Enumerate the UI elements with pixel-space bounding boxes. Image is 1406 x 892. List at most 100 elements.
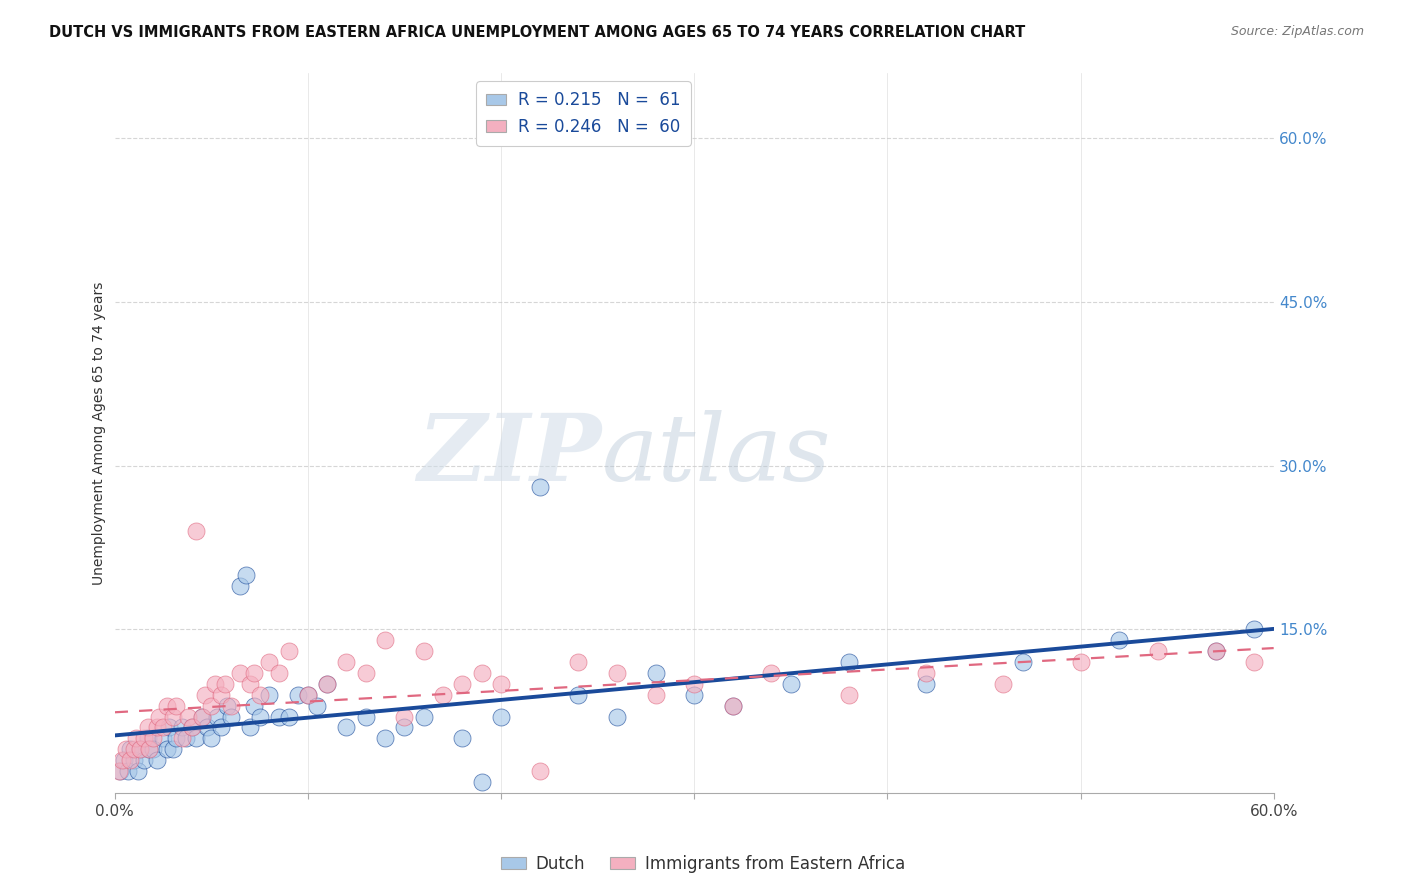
Text: ZIP: ZIP [418,409,602,500]
Point [177,709,200,723]
Point [761,665,783,680]
Point [1243,655,1265,669]
Point [249,709,271,723]
Point [529,764,551,778]
Point [239,721,262,735]
Point [200,698,222,713]
Point [166,698,188,713]
Text: atlas: atlas [602,409,831,500]
Point [209,721,232,735]
Point [606,665,628,680]
Point [277,709,299,723]
Point [219,709,242,723]
Point [112,753,135,767]
Point [117,764,139,778]
Point [136,731,159,746]
Y-axis label: Unemployment Among Ages 65 to 74 years: Unemployment Among Ages 65 to 74 years [93,281,107,584]
Point [1205,644,1227,658]
Point [316,677,339,691]
Point [374,731,396,746]
Point [128,742,150,756]
Point [471,775,494,789]
Point [1069,655,1091,669]
Point [471,665,494,680]
Point [721,698,744,713]
Point [172,731,194,746]
Point [644,688,666,702]
Point [1146,644,1168,658]
Point [267,665,290,680]
Point [142,742,165,756]
Point [184,731,207,746]
Point [172,721,194,735]
Point [412,709,434,723]
Point [132,731,155,746]
Point [242,665,264,680]
Point [683,677,706,691]
Point [120,753,142,767]
Point [152,731,174,746]
Point [156,698,179,713]
Point [394,721,416,735]
Text: Source: ZipAtlas.com: Source: ZipAtlas.com [1230,25,1364,38]
Point [162,709,184,723]
Point [644,665,666,680]
Point [335,655,357,669]
Point [451,731,474,746]
Point [489,709,512,723]
Point [194,688,217,702]
Point [567,655,589,669]
Point [166,731,188,746]
Point [394,709,416,723]
Point [184,524,207,538]
Point [915,665,938,680]
Point [148,709,170,723]
Point [239,677,262,691]
Point [451,677,474,691]
Point [200,731,222,746]
Point [215,698,238,713]
Point [157,721,180,735]
Point [229,579,252,593]
Point [307,698,329,713]
Text: DUTCH VS IMMIGRANTS FROM EASTERN AFRICA UNEMPLOYMENT AMONG AGES 65 TO 74 YEARS C: DUTCH VS IMMIGRANTS FROM EASTERN AFRICA … [49,25,1025,40]
Point [125,731,148,746]
Legend: Dutch, Immigrants from Eastern Africa: Dutch, Immigrants from Eastern Africa [494,848,912,880]
Point [721,698,744,713]
Point [174,731,197,746]
Point [138,742,160,756]
Point [412,644,434,658]
Point [316,677,339,691]
Point [257,688,280,702]
Point [529,481,551,495]
Point [257,655,280,669]
Point [567,688,589,702]
Point [297,688,319,702]
Point [219,698,242,713]
Point [297,688,319,702]
Point [683,688,706,702]
Point [277,644,299,658]
Point [181,721,204,735]
Point [111,753,134,767]
Point [127,764,149,778]
Point [209,688,232,702]
Point [122,753,145,767]
Point [838,655,860,669]
Point [120,742,142,756]
Point [606,709,628,723]
Point [115,742,138,756]
Point [242,698,264,713]
Point [146,721,169,735]
Point [205,709,228,723]
Point [335,721,357,735]
Point [156,742,179,756]
Point [195,721,218,735]
Point [249,688,271,702]
Point [146,753,169,767]
Point [235,567,257,582]
Point [138,742,160,756]
Point [190,709,212,723]
Point [136,721,159,735]
Point [432,688,454,702]
